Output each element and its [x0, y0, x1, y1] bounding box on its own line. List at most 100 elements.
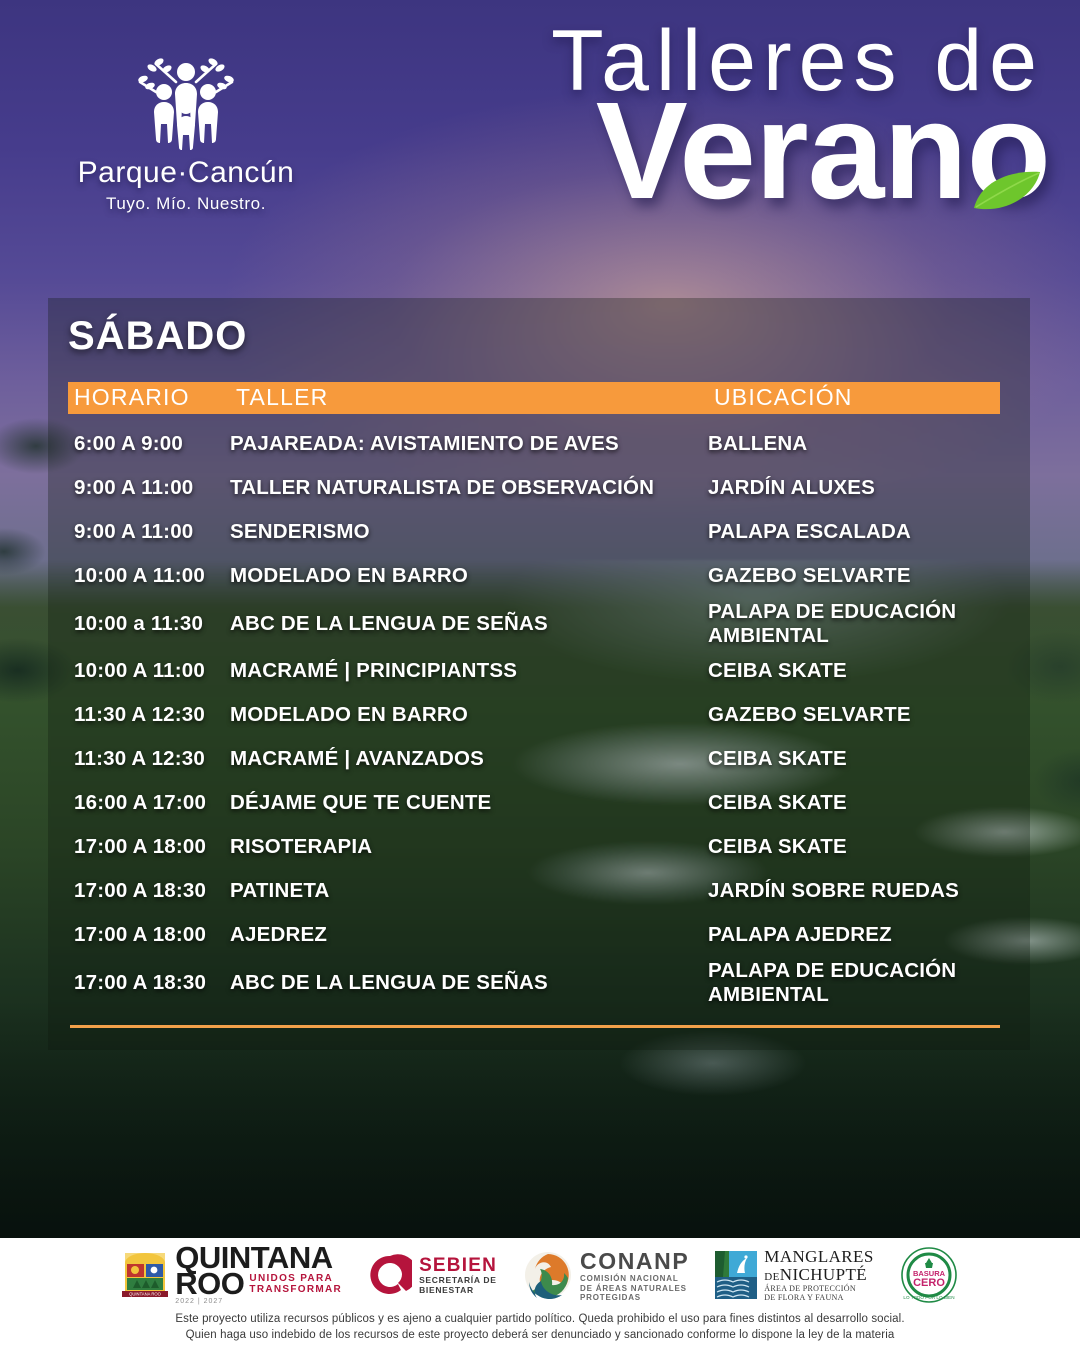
- table-row: 17:00 A 18:30 PATINETA JARDÍN SOBRE RUEDAS: [68, 869, 1020, 913]
- cell-time: 17:00 A 18:00: [74, 835, 207, 859]
- qroo-line-1: QUINTANA: [175, 1240, 333, 1276]
- table-row: 9:00 A 11:00 TALLER NATURALISTA DE OBSERV…: [68, 466, 1020, 510]
- sebien-q-icon: [370, 1254, 413, 1294]
- cell-workshop: SENDERISMO: [230, 520, 370, 544]
- parque-cancun-people-tree-icon: [138, 58, 234, 150]
- manglares-sub-2: DE FLORA Y FAUNA: [764, 1293, 844, 1303]
- table-row: 6:00 A 9:00 PAJAREADA: AVISTAMIENTO DE AV…: [68, 422, 1020, 466]
- qroo-line-2: ROO: [175, 1266, 245, 1302]
- manglares-wordmark: MANGLARES DENICHUPTÉ ÁREA DE PROTECCIÓN …: [764, 1246, 874, 1303]
- conanp-sub-2: DE ÁREAS NATURALES: [580, 1283, 687, 1293]
- cell-location: CEIBA SKATE: [708, 791, 847, 815]
- cell-workshop: MACRAMÉ | PRINCIPIANTSS: [230, 659, 518, 683]
- svg-text:QUINTANA ROO: QUINTANA ROO: [129, 1292, 162, 1297]
- brand-name: Parque·Cancún: [77, 156, 295, 189]
- quintana-roo-coat-of-arms-icon: QUINTANA ROO: [122, 1253, 169, 1297]
- cell-workshop: PATINETA: [230, 879, 330, 903]
- cell-workshop: RISOTERAPIA: [230, 835, 373, 859]
- conanp-sub-3: PROTEGIDAS: [580, 1292, 641, 1302]
- column-header-workshop: TALLER: [236, 384, 329, 410]
- manglares-line-2: NICHUPTÉ: [779, 1264, 868, 1284]
- svg-text:BASURA: BASURA: [913, 1269, 946, 1278]
- schedule-header-row: HORARIO TALLER UBICACIÓN: [68, 382, 1000, 414]
- cell-workshop: PAJAREADA: AVISTAMIENTO DE AVES: [230, 432, 619, 456]
- svg-text:LO TODO POR LO BIEN: LO TODO POR LO BIEN: [903, 1295, 954, 1300]
- brand-tagline: Tuyo. Mío. Nuestro.: [105, 194, 267, 213]
- schedule-panel: SÁBADO HORARIO TALLER UBICACIÓN 6:00 A 9…: [48, 298, 1030, 1050]
- basura-cero-seal-icon: BASURA CERO LO TODO POR LO BIEN: [900, 1247, 957, 1303]
- conanp-swirl-icon: [525, 1251, 572, 1300]
- cell-time: 16:00 A 17:00: [74, 791, 207, 815]
- cell-workshop: MACRAMÉ | AVANZADOS: [230, 747, 485, 771]
- table-row: 9:00 A 11:00 SENDERISMO PALAPA ESCALADA: [68, 510, 1020, 554]
- cell-workshop: ABC DE LA LENGUA DE SEÑAS: [230, 611, 548, 635]
- logo-manglares: MANGLARES DENICHUPTÉ ÁREA DE PROTECCIÓN …: [715, 1246, 874, 1303]
- poster-title: Talleres de Verano: [330, 18, 1051, 228]
- manglares-de: DE: [764, 1270, 780, 1283]
- sponsor-logo-strip: QUINTANA ROO QUINTANA ROO UNIDOS PARA TR…: [0, 1242, 1080, 1308]
- cell-time: 10:00 A 11:00: [74, 659, 206, 683]
- table-row: 17:00 A 18:00 RISOTERAPIA CEIBA SKATE: [68, 825, 1020, 869]
- table-row: 11:30 A 12:30 MODELADO EN BARRO GAZEBO SEL…: [68, 693, 1020, 737]
- cell-location: CEIBA SKATE: [708, 659, 847, 683]
- column-header-time: HORARIO: [74, 384, 190, 410]
- panel-bottom-rule: [70, 1025, 1000, 1028]
- cell-time: 17:00 A 18:30: [74, 879, 207, 903]
- svg-text:CERO: CERO: [913, 1277, 945, 1289]
- logo-quintana-roo: QUINTANA ROO QUINTANA ROO UNIDOS PARA TR…: [122, 1240, 343, 1305]
- cell-workshop: AJEDREZ: [230, 923, 328, 947]
- cell-location: JARDÍN SOBRE RUEDAS: [708, 879, 959, 903]
- qroo-slogan-2: TRANSFORMAR: [249, 1283, 343, 1295]
- green-leaf-icon: [974, 171, 1040, 209]
- cell-time: 11:30 A 12:30: [74, 747, 206, 771]
- title-line-2: Verano: [595, 74, 1051, 228]
- cell-time: 6:00 A 9:00: [74, 432, 183, 456]
- cell-time: 9:00 A 11:00: [74, 520, 194, 544]
- cell-location: PALAPA DE EDUCACIÓN AMBIENTAL: [708, 959, 957, 1006]
- cell-location: BALLENA: [708, 432, 808, 456]
- logo-sebien: SEBIEN SECRETARÍA DE BIENESTAR: [368, 1253, 497, 1297]
- cell-workshop: MODELADO EN BARRO: [230, 564, 469, 588]
- manglares-line-1: MANGLARES: [764, 1246, 874, 1266]
- cell-location: GAZEBO SELVARTE: [708, 703, 911, 727]
- cell-workshop: DÉJAME QUE TE CUENTE: [230, 791, 492, 815]
- disclaimer-line-1: Este proyecto utiliza recursos públicos …: [175, 1313, 905, 1326]
- quintana-roo-wordmark: QUINTANA ROO UNIDOS PARA TRANSFORMAR 202…: [175, 1240, 343, 1305]
- manglares-sub-1: ÁREA DE PROTECCIÓN: [764, 1283, 856, 1293]
- table-row: 11:30 A 12:30 MACRAMÉ | AVANZADOS CEIBA SK…: [68, 737, 1020, 781]
- qroo-slogan-1: UNIDOS PARA: [249, 1272, 333, 1284]
- cell-location: GAZEBO SELVARTE: [708, 564, 911, 588]
- manglares-mangrove-bird-icon: [715, 1251, 758, 1299]
- cell-time: 17:00 A 18:00: [74, 923, 207, 947]
- sebien-sub-1: SECRETARÍA DE: [419, 1275, 497, 1286]
- cell-location: CEIBA SKATE: [708, 747, 847, 771]
- schedule-rows: 6:00 A 9:00 PAJAREADA: AVISTAMIENTO DE AV…: [68, 422, 1020, 1008]
- legal-disclaimer: Este proyecto utiliza recursos públicos …: [0, 1312, 1080, 1344]
- cell-location: CEIBA SKATE: [708, 835, 847, 859]
- disclaimer-line-2: Quien haga uso indebido de los recursos …: [185, 1329, 895, 1342]
- logo-basura-cero: BASURA CERO LO TODO POR LO BIEN: [900, 1246, 958, 1304]
- sebien-wordmark: SEBIEN SECRETARÍA DE BIENESTAR: [419, 1255, 497, 1295]
- cell-workshop: ABC DE LA LENGUA DE SEÑAS: [230, 970, 548, 994]
- cell-time: 11:30 A 12:30: [74, 703, 206, 727]
- table-row: 17:00 A 18:30 ABC DE LA LENGUA DE SEÑAS PA…: [68, 957, 1020, 1008]
- cell-time: 9:00 A 11:00: [74, 476, 194, 500]
- table-row: 17:00 A 18:00 AJEDREZ PALAPA AJEDREZ: [68, 913, 1020, 957]
- logo-conanp: CONANP COMISIÓN NACIONAL DE ÁREAS NATURA…: [523, 1248, 689, 1302]
- cell-location: PALAPA ESCALADA: [708, 520, 912, 544]
- footer: QUINTANA ROO QUINTANA ROO UNIDOS PARA TR…: [0, 1238, 1080, 1350]
- cell-time: 17:00 A 18:30: [74, 970, 207, 994]
- table-row: 10:00 A 11:00 MODELADO EN BARRO GAZEBO SEL…: [68, 554, 1020, 598]
- schedule-day-title: SÁBADO: [68, 314, 248, 358]
- cell-location: PALAPA DE EDUCACIÓN AMBIENTAL: [708, 600, 957, 647]
- column-header-location: UBICACIÓN: [714, 384, 853, 410]
- table-row: 10:00 a 11:30 ABC DE LA LENGUA DE SEÑAS PA…: [68, 598, 1020, 649]
- conanp-sub-1: COMISIÓN NACIONAL: [580, 1274, 679, 1284]
- table-row: 10:00 A 11:00 MACRAMÉ | PRINCIPIANTSS CEIB…: [68, 649, 1020, 693]
- cell-time: 10:00 a 11:30: [74, 611, 204, 635]
- cell-workshop: TALLER NATURALISTA DE OBSERVACIÓN: [230, 476, 655, 500]
- table-row: 16:00 A 17:00 DÉJAME QUE TE CUENTE CEIBA S…: [68, 781, 1020, 825]
- conanp-wordmark: CONANP COMISIÓN NACIONAL DE ÁREAS NATURA…: [580, 1248, 689, 1302]
- sebien-sub-2: BIENESTAR: [419, 1284, 474, 1295]
